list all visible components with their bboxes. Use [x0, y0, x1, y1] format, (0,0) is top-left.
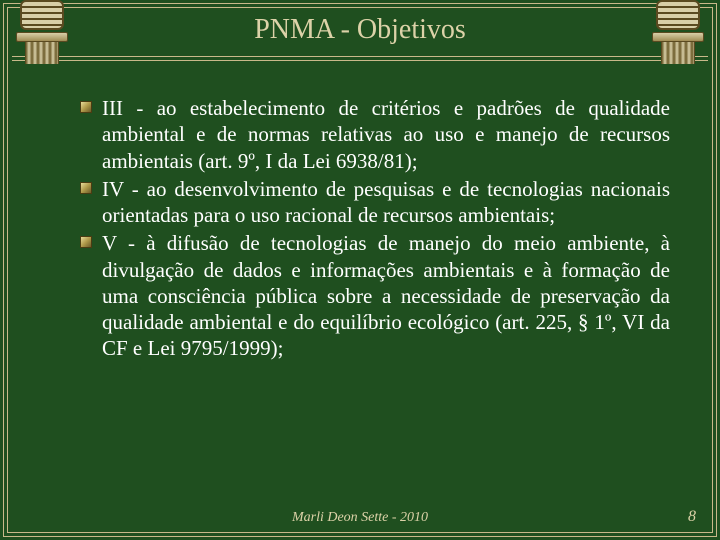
- bullet-icon: [80, 236, 92, 248]
- list-item-text: V - à difusão de tecnologias de manejo d…: [102, 231, 670, 360]
- ionic-capital-icon: [20, 0, 64, 30]
- footer-author: Marli Deon Sette - 2010: [0, 510, 720, 526]
- list-item: IV - ao desenvolvimento de pesquisas e d…: [80, 176, 670, 229]
- ionic-capital-icon: [656, 0, 700, 30]
- decorative-column-left: [16, 0, 68, 64]
- content-area: III - ao estabelecimento de critérios e …: [80, 95, 670, 490]
- column-shaft: [25, 42, 59, 64]
- decorative-column-right: [652, 0, 704, 64]
- bullet-icon: [80, 182, 92, 194]
- bullet-icon: [80, 101, 92, 113]
- slide-title: PNMA - Objetivos: [0, 14, 720, 46]
- list-item-text: III - ao estabelecimento de critérios e …: [102, 96, 670, 173]
- slide: PNMA - Objetivos III - ao estabeleciment…: [0, 0, 720, 540]
- title-divider: [12, 60, 708, 61]
- title-divider: [12, 56, 708, 57]
- page-number: 8: [688, 508, 696, 526]
- list-item: III - ao estabelecimento de critérios e …: [80, 95, 670, 174]
- column-abacus: [652, 32, 704, 42]
- list-item: V - à difusão de tecnologias de manejo d…: [80, 230, 670, 361]
- list-item-text: IV - ao desenvolvimento de pesquisas e d…: [102, 177, 670, 227]
- column-shaft: [661, 42, 695, 64]
- column-abacus: [16, 32, 68, 42]
